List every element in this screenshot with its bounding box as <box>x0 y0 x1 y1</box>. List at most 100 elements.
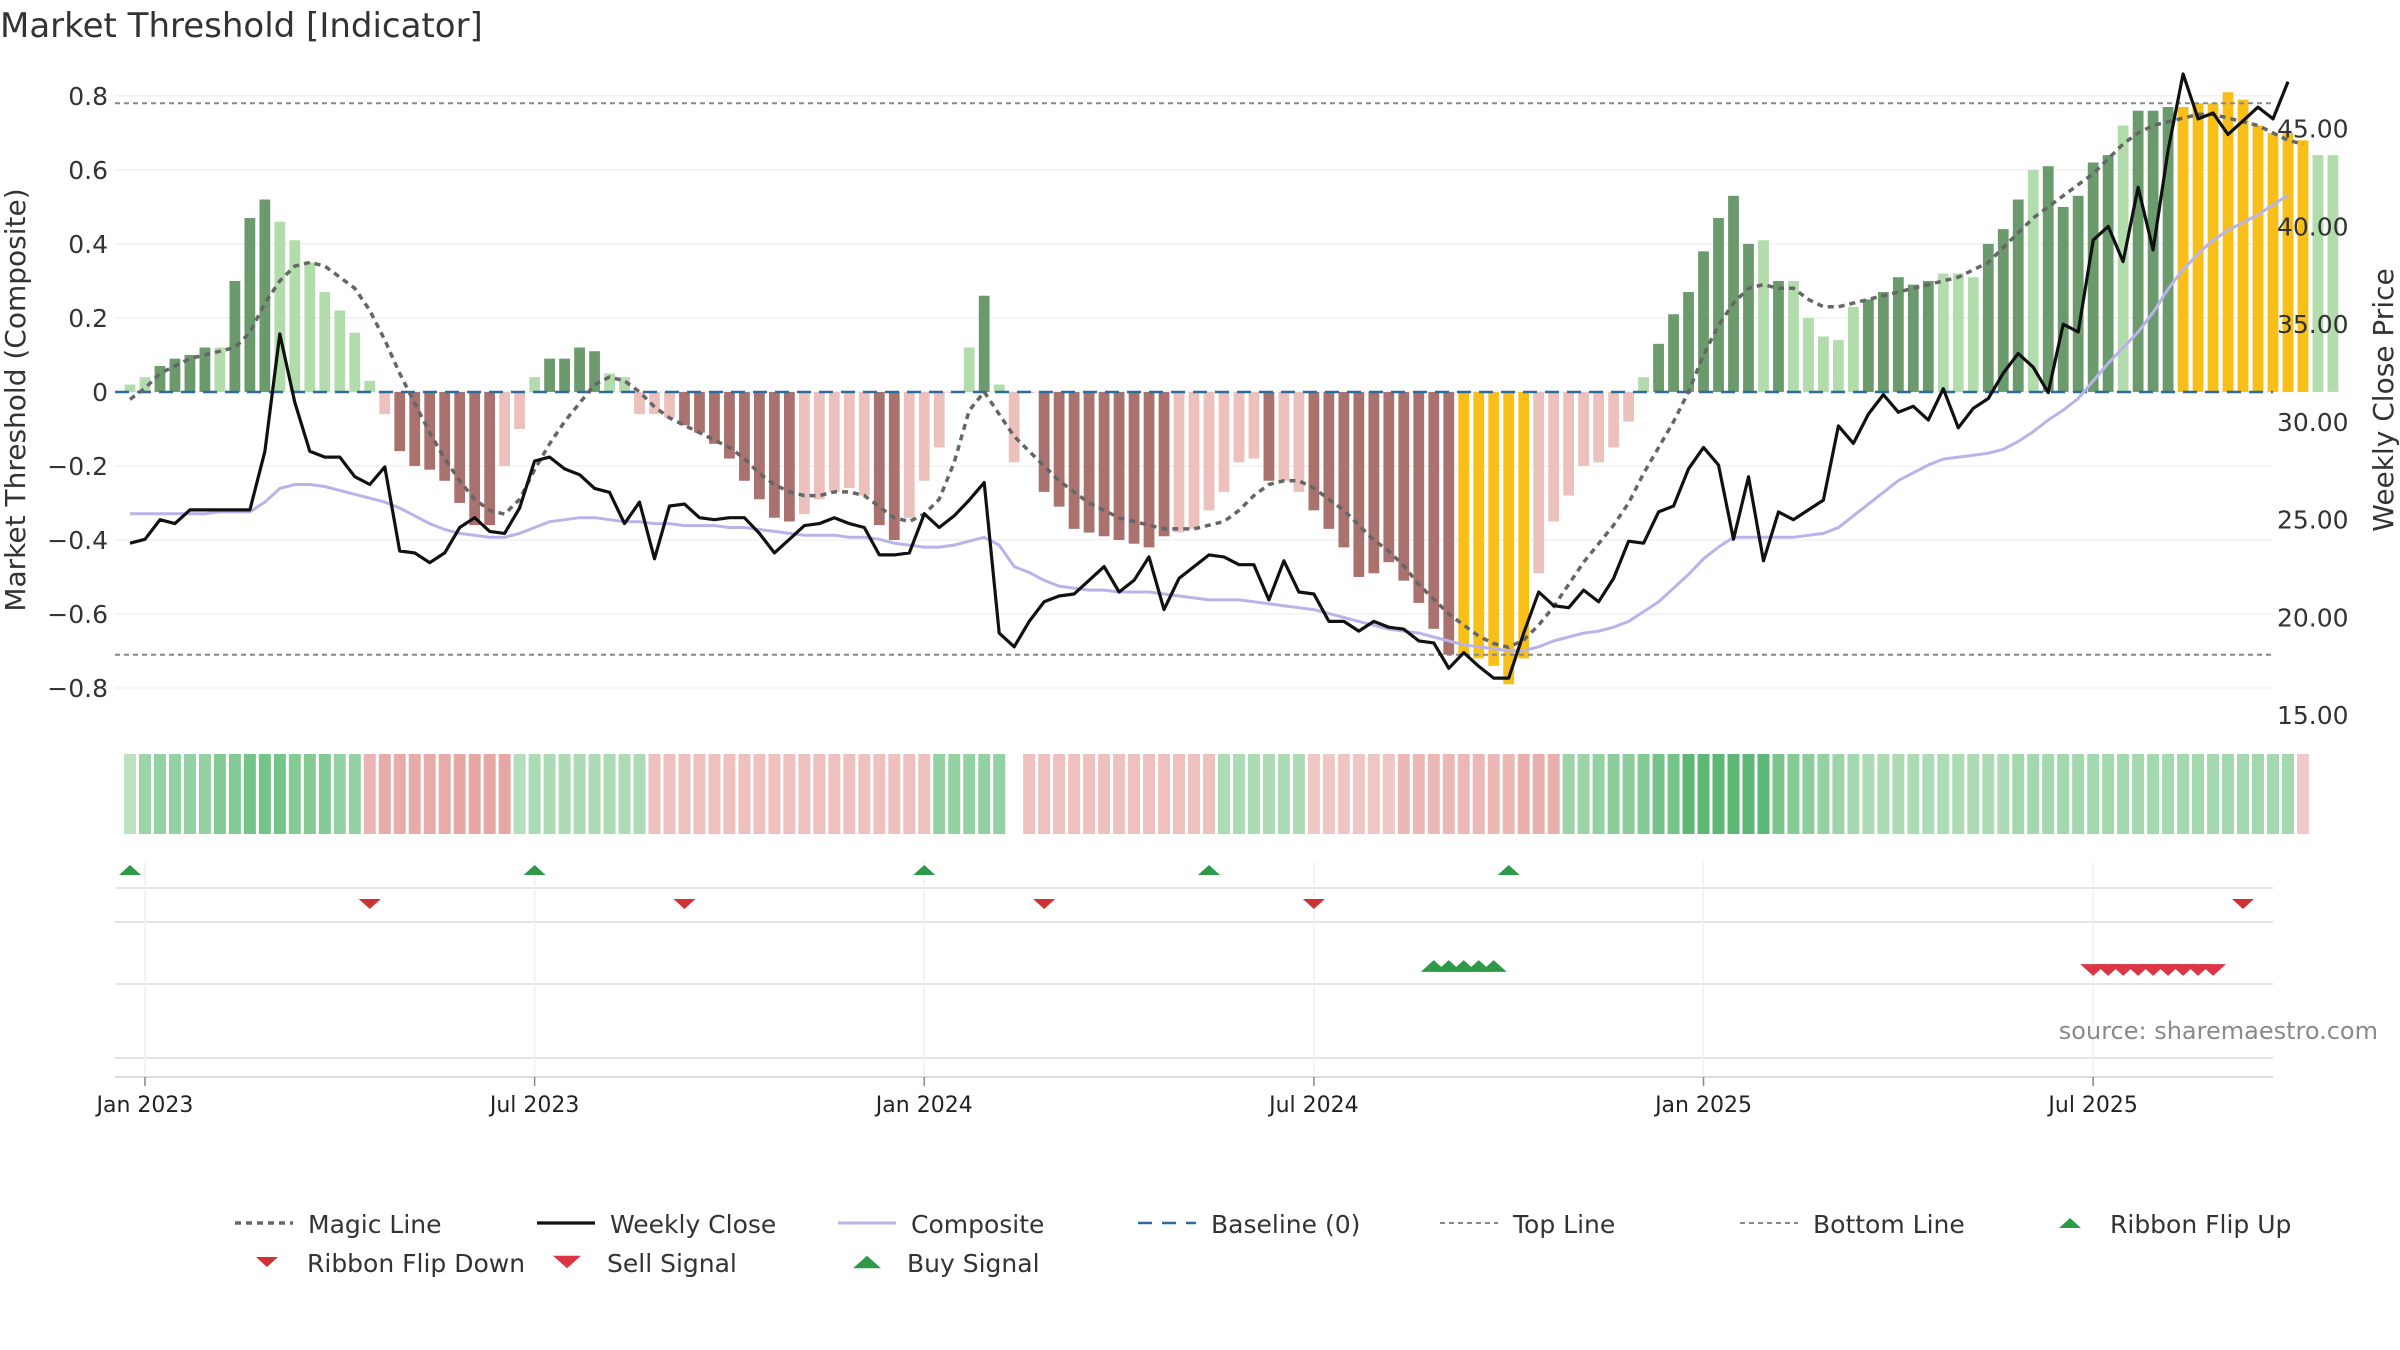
composite-bar <box>1233 391 1245 463</box>
composite-bar <box>214 347 226 392</box>
ribbon-cell <box>438 754 451 834</box>
ribbon-cell <box>198 754 211 834</box>
composite-bar <box>754 391 765 500</box>
composite-bar <box>514 391 526 429</box>
ribbon-cell <box>1412 754 1425 834</box>
composite-bar <box>1533 391 1545 574</box>
composite-bar <box>1158 391 1170 537</box>
ribbon-cell <box>2162 754 2175 834</box>
composite-bar <box>1263 391 1275 481</box>
composite-bar <box>2012 199 2024 392</box>
composite-bar <box>634 391 645 415</box>
ribbon-cell <box>1277 754 1290 834</box>
ribbon-cell <box>138 754 151 834</box>
ribbon-cell <box>783 754 796 834</box>
ribbon-cell <box>168 754 181 834</box>
y-tick-label: −0.6 <box>47 600 108 629</box>
ribbon-cell <box>633 754 646 834</box>
ribbon-cell <box>1113 754 1126 834</box>
composite-bar <box>319 292 331 392</box>
ribbon-cell <box>288 754 301 834</box>
ribbon-cell <box>483 754 496 834</box>
ribbon-cell <box>1772 754 1785 834</box>
ribbon-cell <box>723 754 736 834</box>
legend-item-buy: Buy Signal <box>853 1249 1040 1278</box>
composite-bar <box>1323 391 1335 529</box>
composite-bar <box>2282 132 2294 392</box>
ribbon-cell <box>303 754 316 834</box>
composite-bar <box>2207 103 2219 392</box>
ribbon-cell <box>543 754 556 834</box>
ribbon-cell <box>1247 754 1260 834</box>
composite-bar <box>1113 391 1125 540</box>
composite-line <box>130 193 2289 653</box>
composite-bar <box>664 391 675 418</box>
y-axis-right: 45.00 40.00 35.00 30.00 25.00 20.00 15.00 <box>2277 115 2349 731</box>
composite-bar <box>709 391 720 444</box>
composite-bar <box>724 391 735 459</box>
composite-bar <box>439 391 451 481</box>
composite-bar <box>1922 280 1934 392</box>
ribbon-flip-up-marker <box>523 865 546 875</box>
composite-bar <box>1833 340 1844 392</box>
composite-bar <box>1623 391 1634 422</box>
composite-bar <box>1578 391 1590 466</box>
composite-bar <box>1413 391 1425 603</box>
composite-bar <box>1728 195 1739 392</box>
composite-bar <box>139 377 151 392</box>
ribbon-flip-up-marker <box>118 865 141 875</box>
y-tick-label: 0.6 <box>68 156 108 185</box>
ribbon-cell <box>768 754 781 834</box>
ribbon-cell <box>1487 754 1500 834</box>
ribbon-cell <box>948 754 961 834</box>
composite-bar <box>454 391 466 503</box>
ribbon-cell <box>393 754 406 834</box>
composite-bar <box>2267 132 2279 392</box>
ribbon-cell <box>1292 754 1305 834</box>
ribbon-cell <box>1787 754 1800 834</box>
legend-item-top: Top Line <box>1440 1210 1615 1239</box>
ribbon-cell <box>1427 754 1440 834</box>
ribbon-cell <box>1143 754 1156 834</box>
composite-bar <box>963 347 975 392</box>
composite-bar <box>2072 195 2084 392</box>
composite-bar <box>1518 391 1530 659</box>
y2-tick-label: 40.00 <box>2277 212 2349 241</box>
ribbon-cell <box>903 754 916 834</box>
composite-bar <box>1788 280 1799 392</box>
ribbon-cell <box>1083 754 1096 834</box>
x-tick-label: Jul 2023 <box>488 1093 580 1118</box>
ribbon-cell <box>468 754 481 834</box>
ribbon-cell <box>858 754 871 834</box>
composite-bar <box>1982 243 1994 392</box>
ribbon-cell <box>1682 754 1695 834</box>
ribbon-cell <box>2192 754 2205 834</box>
ribbon-cell <box>1262 754 1275 834</box>
ribbon-cell <box>1517 754 1530 834</box>
ribbon-cell <box>993 754 1006 834</box>
ribbon-flip-down-marker <box>1033 899 1056 909</box>
composite-bar <box>379 391 391 415</box>
composite-bar <box>1653 343 1664 392</box>
ribbon-cell <box>843 754 856 834</box>
ribbon-cell <box>2222 754 2235 834</box>
composite-bar <box>903 391 915 518</box>
ribbon-cell <box>2296 754 2309 834</box>
ribbon-cell <box>1053 754 1066 834</box>
ribbon-cell <box>888 754 901 834</box>
legend-label: Sell Signal <box>607 1249 737 1278</box>
composite-bar <box>1008 391 1020 463</box>
ribbon-cell <box>423 754 436 834</box>
weekly-close-line <box>129 72 2290 680</box>
ribbon-cell <box>1547 754 1560 834</box>
ribbon-cell <box>2102 754 2115 834</box>
ribbon-cell <box>1757 754 1770 834</box>
composite-bar <box>1608 391 1620 448</box>
composite-bar <box>1098 391 1110 537</box>
ribbon-cell <box>243 754 256 834</box>
composite-bar <box>1967 277 1979 392</box>
composite-bar <box>1937 273 1949 392</box>
composite-bar <box>1952 273 1964 392</box>
ribbon-cell <box>1337 754 1350 834</box>
